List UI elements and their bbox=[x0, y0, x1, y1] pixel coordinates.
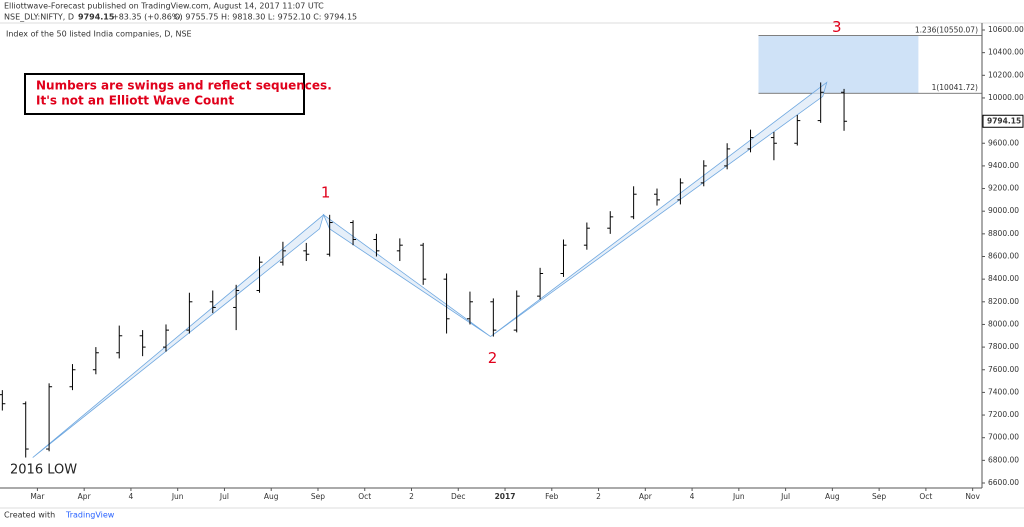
y-tick-label: 8600.00 bbox=[988, 252, 1019, 261]
fib-zone bbox=[758, 35, 919, 94]
y-tick-label: 6800.00 bbox=[988, 455, 1019, 464]
swing-channel bbox=[32, 213, 325, 458]
x-tick-label: Dec bbox=[451, 492, 466, 501]
x-tick-label: Oct bbox=[358, 492, 371, 501]
x-tick-label: Aug bbox=[825, 492, 840, 501]
swing-label: 1 bbox=[321, 183, 331, 201]
y-tick-label: 10400.00 bbox=[988, 48, 1024, 57]
swing-label: 3 bbox=[832, 18, 842, 36]
fib-label: 1(10041.72) bbox=[932, 83, 978, 92]
price: 9794.15 bbox=[78, 13, 115, 22]
x-tick-label: Sep bbox=[311, 492, 325, 501]
swing-channel bbox=[490, 81, 828, 337]
last-price-label: 9794.15 bbox=[987, 116, 1021, 125]
y-tick-label: 10200.00 bbox=[988, 70, 1024, 79]
x-tick-label: 2 bbox=[596, 492, 601, 501]
y-tick-label: 10600.00 bbox=[988, 25, 1024, 34]
x-tick-label: Mar bbox=[30, 492, 45, 501]
y-tick-label: 7000.00 bbox=[988, 433, 1019, 442]
y-tick-label: 10000.00 bbox=[988, 93, 1024, 102]
note-line: It's not an Elliott Wave Count bbox=[36, 94, 234, 108]
x-tick-label: Apr bbox=[78, 492, 92, 501]
y-tick-label: 9400.00 bbox=[988, 161, 1019, 170]
x-tick-label: Feb bbox=[545, 492, 559, 501]
swing-label: 2016 LOW bbox=[10, 463, 77, 478]
y-tick-label: 8000.00 bbox=[988, 319, 1019, 328]
note-box bbox=[24, 73, 305, 115]
footer: Created with bbox=[4, 511, 55, 520]
x-tick-label: Oct bbox=[919, 492, 932, 501]
y-tick-label: 8400.00 bbox=[988, 274, 1019, 283]
x-tick-label: Jul bbox=[780, 492, 790, 501]
x-tick-label: 2 bbox=[409, 492, 414, 501]
note-line: Numbers are swings and reflect sequences… bbox=[36, 79, 332, 93]
x-tick-label: Jul bbox=[219, 492, 229, 501]
fib-label: 1.236(10550.07) bbox=[915, 26, 978, 35]
last-price-tag bbox=[982, 114, 1024, 128]
brand[interactable]: TradingView bbox=[65, 511, 115, 520]
y-tick-label: 9600.00 bbox=[988, 138, 1019, 147]
y-tick-label: 8800.00 bbox=[988, 229, 1019, 238]
x-tick-label: Jun bbox=[732, 492, 745, 501]
x-tick-label: Aug bbox=[264, 492, 279, 501]
publisher[interactable]: Elliottwave-Forecast published on Tradin… bbox=[4, 2, 324, 11]
y-tick-label: 8200.00 bbox=[988, 297, 1019, 306]
y-tick-label: 9000.00 bbox=[988, 206, 1019, 215]
ohlc: O: 9755.75 H: 9818.30 L: 9752.10 C: 9794… bbox=[174, 13, 357, 22]
y-tick-label: 9200.00 bbox=[988, 184, 1019, 193]
x-tick-label: Nov bbox=[965, 492, 980, 501]
x-tick-label: 2017 bbox=[495, 492, 516, 501]
y-tick-label: 7600.00 bbox=[988, 365, 1019, 374]
x-tick-label: 4 bbox=[690, 492, 695, 501]
y-tick-label: 7200.00 bbox=[988, 410, 1019, 419]
y-tick-label: 6600.00 bbox=[988, 478, 1019, 487]
swing-channel bbox=[322, 213, 491, 337]
x-tick-label: 4 bbox=[129, 492, 134, 501]
change: +83.35 (+0.86%) bbox=[112, 13, 183, 22]
y-tick-label: 7800.00 bbox=[988, 342, 1019, 351]
x-tick-label: Sep bbox=[872, 492, 886, 501]
symbol: NSE_DLY:NIFTY, D bbox=[4, 13, 74, 22]
x-tick-label: Jun bbox=[171, 492, 184, 501]
x-tick-label: Apr bbox=[639, 492, 653, 501]
y-tick-label: 7400.00 bbox=[988, 387, 1019, 396]
swing-label: 2 bbox=[488, 349, 498, 367]
chart-title: Index of the 50 listed India companies, … bbox=[6, 30, 192, 39]
